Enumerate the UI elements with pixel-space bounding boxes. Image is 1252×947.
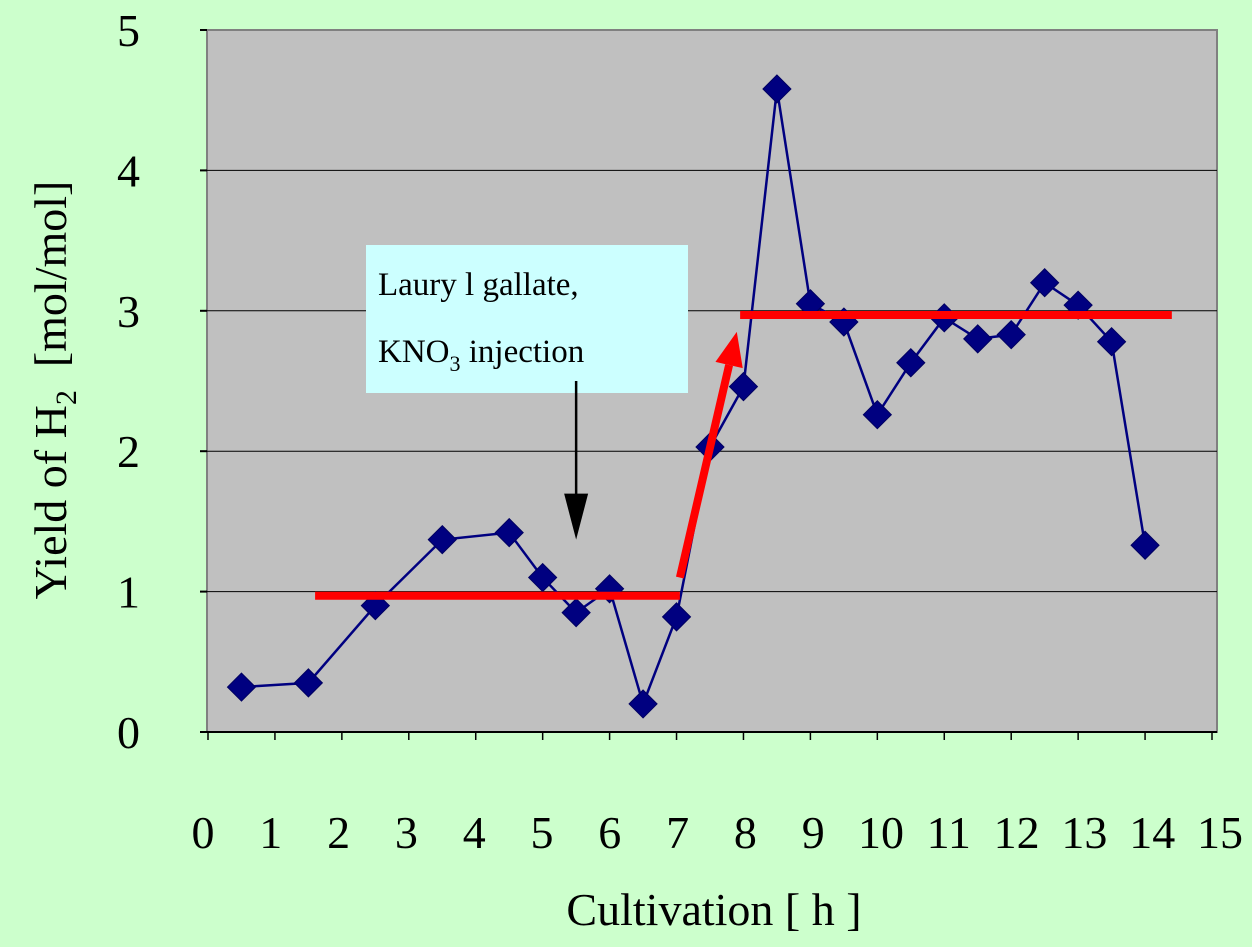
data-point-marker [862, 399, 893, 430]
x-tick-label: 0 [192, 807, 215, 858]
data-point-marker [1130, 530, 1160, 560]
x-tick-label: 3 [395, 807, 418, 858]
y-tick-labels: 0 1 2 3 4 5 [117, 5, 140, 758]
x-tick-label: 11 [927, 807, 971, 858]
data-point-marker [494, 517, 524, 548]
axis-ticks [200, 29, 1213, 740]
y-axis-title-subscript: 2 [50, 390, 83, 405]
x-tick-label: 14 [1129, 807, 1175, 858]
annotation-kno-label: KNO [378, 334, 450, 370]
y-tick-label: 5 [117, 5, 140, 56]
y-tick-label: 0 [117, 707, 140, 758]
data-point-marker [661, 602, 692, 632]
annotation-line-2: KNO3 injection [378, 334, 584, 376]
data-point-marker [293, 668, 324, 698]
y-tick-label: 3 [117, 286, 140, 337]
jump-arrow-head [715, 331, 743, 369]
annotation-subscript-3: 3 [450, 351, 461, 376]
y-tick-label: 4 [117, 145, 140, 196]
y-axis-title: Yield of H2 [mol/mol] [25, 181, 83, 600]
data-point-marker [996, 319, 1026, 350]
highlight-annotations [315, 311, 1172, 600]
injection-arrow-head [564, 493, 589, 540]
data-point-marker [1029, 268, 1060, 298]
x-tick-label: 13 [1061, 807, 1107, 858]
data-point-marker [427, 524, 457, 555]
data-point-marker [561, 597, 591, 628]
x-tick-label: 5 [531, 807, 554, 858]
y-tick-label: 2 [117, 426, 140, 477]
x-tick-label: 12 [994, 807, 1040, 858]
annotation-injection-label: injection [461, 334, 585, 370]
series-h2-yield [226, 74, 1160, 719]
jump-arrow-shaft [675, 364, 734, 579]
x-tick-labels: 0 1 2 3 4 5 6 7 8 9 10 11 12 13 14 15 [192, 807, 1244, 858]
x-tick-label: 10 [858, 807, 904, 858]
x-tick-label: 4 [463, 807, 486, 858]
x-tick-label: 8 [734, 807, 757, 858]
data-point-marker [226, 672, 257, 702]
x-tick-label: 2 [327, 807, 350, 858]
data-point-marker [1096, 326, 1127, 357]
x-tick-label: 1 [259, 807, 282, 858]
data-point-marker [728, 371, 759, 402]
y-axis-title-main: Yield of H [25, 405, 76, 599]
x-axis-title: Cultivation [ h ] [566, 884, 861, 935]
x-tick-label: 6 [598, 807, 621, 858]
data-point-marker [963, 324, 993, 354]
data-point-marker [896, 348, 926, 378]
x-tick-label: 15 [1197, 807, 1243, 858]
data-point-marker [762, 74, 792, 104]
data-point-marker [628, 689, 658, 719]
x-tick-label: 9 [802, 807, 825, 858]
y-axis-title-unit: [mol/mol] [25, 181, 76, 391]
data-point-marker [527, 562, 558, 593]
x-tick-label: 7 [666, 807, 689, 858]
y-tick-label: 1 [117, 567, 140, 618]
annotation-line-1: Laury l gallate, [378, 267, 579, 303]
annotation-box [366, 245, 688, 393]
